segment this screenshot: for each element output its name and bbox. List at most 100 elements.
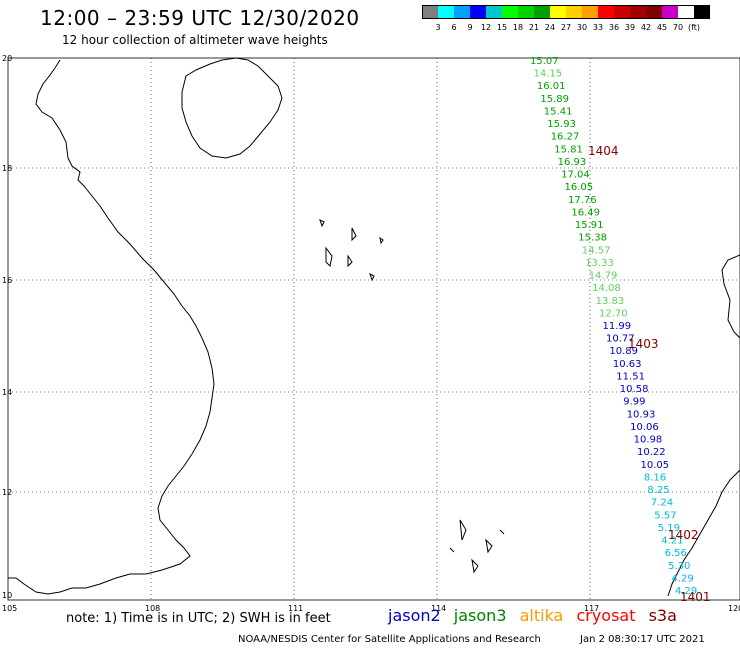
footer-note: note: 1) Time is in UTC; 2) SWH is in fe… (66, 611, 331, 626)
coastline-borneo-east (721, 254, 740, 339)
lon-tick-label: 105 (2, 604, 17, 613)
scale-swatch (614, 5, 630, 19)
swh-value: 15.07 (530, 56, 559, 67)
lat-tick-label: 10 (2, 591, 12, 600)
coastline-paracel (319, 219, 384, 282)
scale-label: 6 (451, 23, 457, 32)
lon-tick-label: 114 (431, 604, 446, 613)
swh-value: 12.70 (599, 308, 628, 319)
scale-label: 42 (640, 23, 652, 32)
coastline-hainan (181, 57, 283, 159)
swh-value: 15.93 (547, 119, 576, 130)
swh-value: 14.57 (582, 245, 611, 256)
lon-tick-label: 117 (584, 604, 599, 613)
swh-value: 10.58 (620, 384, 649, 395)
swh-value: 13.33 (585, 258, 614, 269)
swh-value: 4.21 (661, 536, 683, 547)
satellite-legend: jason2 jason3 altika cryosat s3a (388, 606, 685, 625)
swh-value: 14.79 (589, 271, 618, 282)
scale-swatch (566, 5, 582, 19)
legend-altika: altika (519, 606, 564, 625)
scale-swatch (518, 5, 534, 19)
scale-label: 9 (467, 23, 473, 32)
map-title: 12:00 – 23:59 UTC 12/30/2020 (40, 6, 360, 30)
pass-number: 1403 (628, 337, 659, 351)
scale-label: 27 (560, 23, 572, 32)
swh-value: 10.77 (606, 334, 635, 345)
pass-labels: 1404 1403 1402 1401 (588, 144, 711, 604)
coastline (8, 57, 740, 597)
swh-value: 10.89 (609, 346, 638, 357)
swh-value: 16.01 (537, 81, 566, 92)
lat-tick-label: 14 (2, 388, 12, 397)
legend-jason2: jason2 (388, 606, 441, 625)
swh-value: 4.29 (675, 586, 697, 597)
lat-tick-label: 16 (2, 276, 12, 285)
scale-label: 33 (592, 23, 604, 32)
credit-line: NOAA/NESDIS Center for Satellite Applica… (238, 634, 541, 645)
scale-label: 39 (624, 23, 636, 32)
swh-value: 15.41 (544, 107, 573, 118)
swh-value: 13.83 (596, 296, 625, 307)
axis-ticks: 105 108 111 114 117 120 20 18 16 14 12 10 (2, 54, 740, 613)
swh-value: 17.76 (568, 195, 597, 206)
scale-label: 3 (435, 23, 441, 32)
swh-value: 15.91 (575, 220, 604, 231)
scale-label: 45 (656, 23, 668, 32)
swh-value: 15.81 (554, 144, 583, 155)
scale-label: 12 (480, 23, 492, 32)
scale-label: 18 (512, 23, 524, 32)
swh-value: 10.06 (630, 422, 659, 433)
scale-label: 15 (496, 23, 508, 32)
coastline-mainland (8, 59, 215, 595)
swh-value: 14.15 (534, 69, 563, 80)
swh-value: 5.30 (668, 561, 690, 572)
swh-value: 10.22 (637, 447, 666, 458)
swh-value: 15.89 (540, 94, 569, 105)
scale-swatch (486, 5, 502, 19)
scale-swatch (598, 5, 614, 19)
scale-unit: (ft) (688, 23, 701, 32)
legend-s3a: s3a (648, 606, 677, 625)
lon-tick-label: 111 (288, 604, 303, 613)
scale-swatch (646, 5, 662, 19)
scale-label: 70 (672, 23, 684, 32)
swh-value: 16.49 (571, 207, 600, 218)
pass-number: 1401 (680, 590, 711, 604)
scale-label: 30 (576, 23, 588, 32)
swh-value: 16.27 (551, 132, 580, 143)
swh-value: 17.04 (561, 170, 590, 181)
swh-value: 7.24 (651, 498, 673, 509)
swh-value: 16.93 (558, 157, 587, 168)
lat-tick-label: 18 (2, 164, 12, 173)
swh-value: 5.57 (654, 510, 676, 521)
scale-frame (422, 5, 710, 19)
scale-swatch (438, 5, 454, 19)
lat-tick-label: 20 (2, 54, 12, 63)
map-frame (7, 57, 740, 601)
scale-swatch (470, 5, 486, 19)
pass-number: 1404 (588, 144, 619, 158)
generated-timestamp: Jan 2 08:30:17 UTC 2021 (580, 634, 705, 645)
legend-jason3: jason3 (453, 606, 507, 625)
scale-swatch (678, 5, 694, 19)
scale-swatch (662, 5, 678, 19)
swh-value: 15.38 (578, 233, 607, 244)
swh-value: 6.56 (665, 548, 687, 559)
pass-number: 1402 (668, 528, 699, 542)
scale-label: 24 (544, 23, 556, 32)
scale-swatch (422, 5, 438, 19)
scale-swatch (630, 5, 646, 19)
coastline-palawan (667, 469, 740, 597)
scale-swatch (550, 5, 566, 19)
swh-value: 8.16 (644, 472, 666, 483)
swh-value: 10.98 (634, 435, 663, 446)
swh-value: 4.29 (672, 573, 694, 584)
scale-label: 36 (608, 23, 620, 32)
swh-value: 9.99 (623, 397, 645, 408)
swh-value: 11.51 (616, 372, 645, 383)
lon-tick-label: 108 (145, 604, 160, 613)
scale-swatch (582, 5, 598, 19)
